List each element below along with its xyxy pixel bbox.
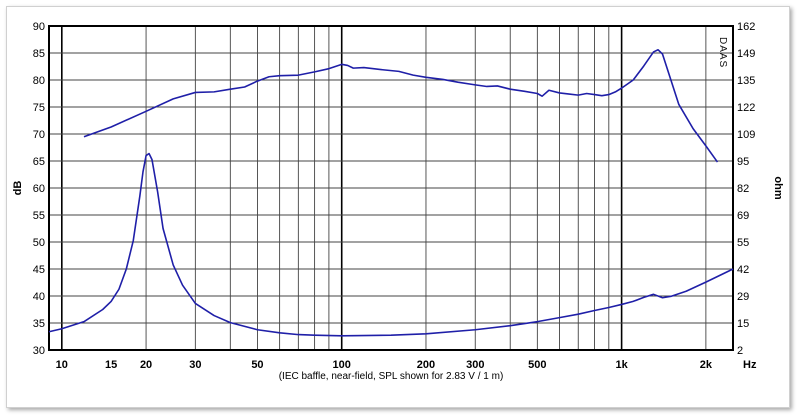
y-right-tick-label: 82: [737, 183, 749, 195]
x-tick-label: 200: [417, 359, 435, 371]
y-left-tick-label: 45: [33, 264, 45, 276]
x-tick-label: 30: [189, 359, 201, 371]
y-right-tick-label: 15: [737, 318, 749, 330]
y-left-tick-label: 40: [33, 291, 45, 303]
grid: [49, 26, 733, 350]
x-tick-label: 10: [56, 359, 68, 371]
y-left-tick-label: 65: [33, 156, 45, 168]
y-axis-left-label: dB: [12, 181, 24, 196]
x-tick-label: 50: [251, 359, 263, 371]
y-right-tick-label: 122: [737, 102, 755, 114]
x-tick-label: 2k: [700, 359, 713, 371]
y-right-tick-label: 42: [737, 264, 749, 276]
left-axis-ticks: 90 85 80 75 70 65 60 55 50 45 40 35 30: [33, 21, 45, 357]
chart-frame: 90 85 80 75 70 65 60 55 50 45 40 35 30 162 149 135 122 1…: [6, 6, 790, 408]
y-right-tick-label: 149: [737, 48, 755, 60]
x-tick-label: 100: [333, 359, 351, 371]
spl-curve: [83, 48, 719, 163]
y-left-tick-label: 80: [33, 75, 45, 87]
y-right-tick-label: 95: [737, 156, 749, 168]
x-tick-label: 300: [466, 359, 484, 371]
y-right-tick-label: 29: [737, 291, 749, 303]
y-left-tick-label: 85: [33, 48, 45, 60]
x-tick-label: 500: [528, 359, 546, 371]
x-axis-ticks: 10 15 20 30 50 100 200 300 500 1k 2k: [56, 359, 713, 371]
x-tick-label: 15: [105, 359, 117, 371]
y-axis-right-label: ohm: [772, 176, 784, 199]
x-tick-label: 20: [140, 359, 152, 371]
y-right-tick-label: 109: [737, 129, 755, 141]
impedance-curve: [48, 152, 734, 337]
y-right-tick-label: 55: [737, 237, 749, 249]
series-lines: [48, 48, 734, 337]
y-left-tick-label: 35: [33, 318, 45, 330]
y-right-tick-label: 162: [737, 21, 755, 33]
y-left-tick-label: 90: [33, 21, 45, 33]
plot-area: [48, 25, 734, 351]
y-left-tick-label: 75: [33, 102, 45, 114]
y-right-tick-label: 2: [737, 345, 743, 357]
y-left-tick-label: 70: [33, 129, 45, 141]
daas-watermark: DAAS: [717, 37, 728, 68]
y-left-tick-label: 60: [33, 183, 45, 195]
y-left-tick-label: 55: [33, 210, 45, 222]
y-right-tick-label: 69: [737, 210, 749, 222]
chart-caption: (IEC baffle, near-field, SPL shown for 2…: [279, 371, 504, 382]
y-left-tick-label: 30: [33, 345, 45, 357]
y-left-tick-label: 50: [33, 237, 45, 249]
x-axis-unit-label: Hz: [743, 359, 757, 371]
right-axis-ticks: 162 149 135 122 109 95 82 69 55 42 29 15 2: [737, 21, 755, 357]
x-tick-label: 1k: [615, 359, 628, 371]
y-right-tick-label: 135: [737, 75, 755, 87]
